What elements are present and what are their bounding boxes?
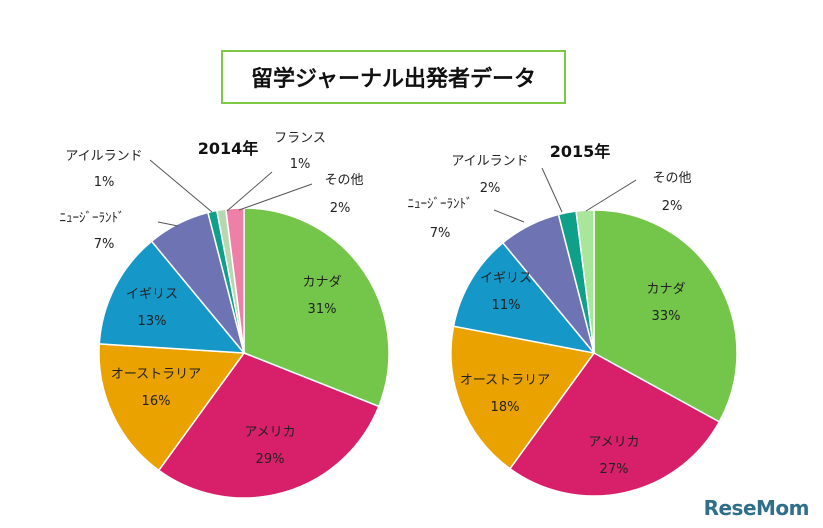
slice-オーストラリア bbox=[450, 325, 596, 470]
chart-main-title: 留学ジャーナル出発者データ bbox=[221, 50, 566, 104]
leader-line bbox=[541, 167, 563, 213]
leader-line bbox=[226, 171, 273, 212]
slice-label: アイルランド bbox=[65, 149, 142, 164]
slice-label: アイルランド bbox=[451, 154, 528, 169]
slice-percent: 16% bbox=[142, 394, 171, 409]
slice-label: ﾆｭｰｼﾞｰﾗﾝﾄﾞ bbox=[60, 211, 125, 226]
slice-percent: 18% bbox=[491, 400, 520, 415]
slice-イギリス bbox=[98, 240, 246, 354]
slice-percent: 2% bbox=[330, 201, 351, 216]
leader-line bbox=[157, 221, 179, 227]
slice-label: カナダ bbox=[646, 282, 685, 297]
slice-percent: 33% bbox=[652, 309, 681, 324]
slice-label: オーストラリア bbox=[111, 367, 201, 382]
slice-percent: 7% bbox=[430, 226, 451, 241]
slice-カナダ bbox=[593, 209, 738, 423]
slice-label: アメリカ bbox=[588, 435, 639, 450]
leader-line bbox=[585, 179, 637, 212]
slice-percent: 29% bbox=[256, 452, 285, 467]
slice-label: フランス bbox=[274, 131, 326, 146]
slice-その他 bbox=[575, 209, 595, 354]
slice-label: ﾆｭｰｼﾞｰﾗﾝﾄﾞ bbox=[408, 197, 473, 212]
slice-アメリカ bbox=[508, 352, 721, 497]
slice-カナダ bbox=[243, 207, 390, 408]
slice-label: その他 bbox=[652, 171, 691, 186]
slice-label: アメリカ bbox=[244, 425, 295, 440]
slice-percent: 31% bbox=[308, 302, 337, 317]
leader-line bbox=[238, 183, 313, 211]
slice-label: イギリス bbox=[126, 287, 178, 302]
leader-line bbox=[149, 159, 213, 213]
slice-label: その他 bbox=[324, 173, 363, 188]
slice-percent: 11% bbox=[492, 298, 521, 313]
year-label: 2014年 bbox=[198, 139, 259, 158]
slice-percent: 27% bbox=[600, 462, 629, 477]
resemom-logo: ReseMom bbox=[703, 496, 810, 520]
slice-アメリカ bbox=[157, 352, 380, 499]
slice-イギリス bbox=[452, 241, 596, 355]
slice-percent: 7% bbox=[94, 237, 115, 252]
slice-percent: 2% bbox=[480, 181, 501, 196]
slice-オーストラリア bbox=[98, 343, 246, 472]
slice-label: カナダ bbox=[302, 275, 341, 290]
leader-line bbox=[493, 209, 525, 223]
slice-label: イギリス bbox=[480, 271, 532, 286]
slice-percent: 1% bbox=[290, 157, 311, 172]
slice-percent: 1% bbox=[94, 175, 115, 190]
year-label: 2015年 bbox=[550, 142, 611, 161]
slice-percent: 2% bbox=[662, 199, 683, 214]
slice-label: オーストラリア bbox=[460, 373, 550, 388]
slice-percent: 13% bbox=[138, 314, 167, 329]
